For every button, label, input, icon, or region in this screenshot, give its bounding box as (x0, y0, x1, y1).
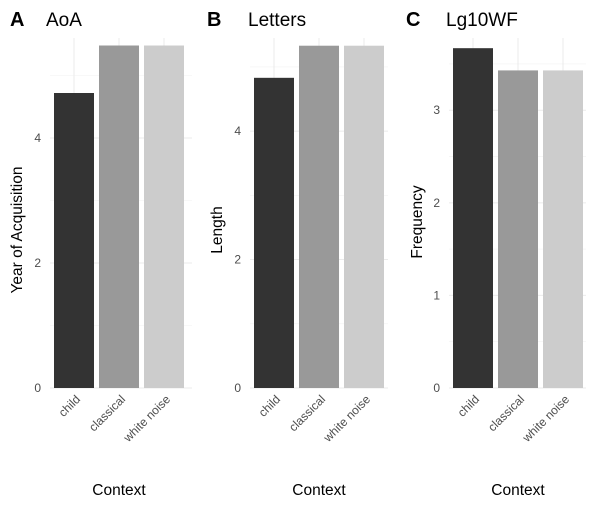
y-tick-label: 0 (234, 381, 241, 395)
bar-child (254, 77, 294, 388)
chart-title: Lg10WF (446, 10, 518, 31)
bar-child (54, 93, 94, 388)
y-tick-label: 0 (34, 381, 41, 395)
x-tick-label: child (256, 392, 283, 419)
x-tick-label: classical (86, 392, 128, 434)
x-tick-label: child (56, 392, 83, 419)
bar-white-noise (144, 45, 184, 388)
y-axis-title: Frequency (409, 185, 426, 258)
y-tick-label: 2 (433, 196, 440, 210)
x-axis-title: Context (491, 482, 545, 499)
panel-label: C (406, 9, 420, 31)
x-tick-label: classical (485, 392, 527, 434)
bar-white-noise (344, 45, 384, 388)
chart-title: AoA (46, 10, 82, 31)
bar-child (453, 48, 493, 389)
y-tick-label: 2 (34, 256, 41, 270)
x-tick-label: white noise (320, 392, 373, 445)
y-axis-title: Year of Acquisition (9, 167, 26, 294)
x-tick-label: classical (286, 392, 328, 434)
y-tick-label: 3 (433, 103, 440, 117)
bar-white-noise (543, 70, 583, 388)
y-tick-label: 4 (34, 131, 41, 145)
chart-title: Letters (248, 10, 306, 31)
panel-label: B (207, 9, 221, 31)
y-tick-label: 2 (234, 253, 241, 267)
y-tick-label: 1 (433, 288, 440, 302)
x-tick-label: white noise (120, 392, 173, 445)
panel-label: A (10, 9, 24, 31)
bar-classical (99, 45, 139, 388)
x-axis-title: Context (92, 482, 146, 499)
bar-classical (498, 70, 538, 388)
x-tick-label: white noise (519, 392, 572, 445)
y-tick-label: 4 (234, 124, 241, 138)
y-axis-title: Length (209, 206, 226, 253)
x-tick-label: child (455, 392, 482, 419)
x-axis-title: Context (292, 482, 346, 499)
bar-classical (299, 45, 339, 388)
y-tick-label: 0 (433, 381, 440, 395)
